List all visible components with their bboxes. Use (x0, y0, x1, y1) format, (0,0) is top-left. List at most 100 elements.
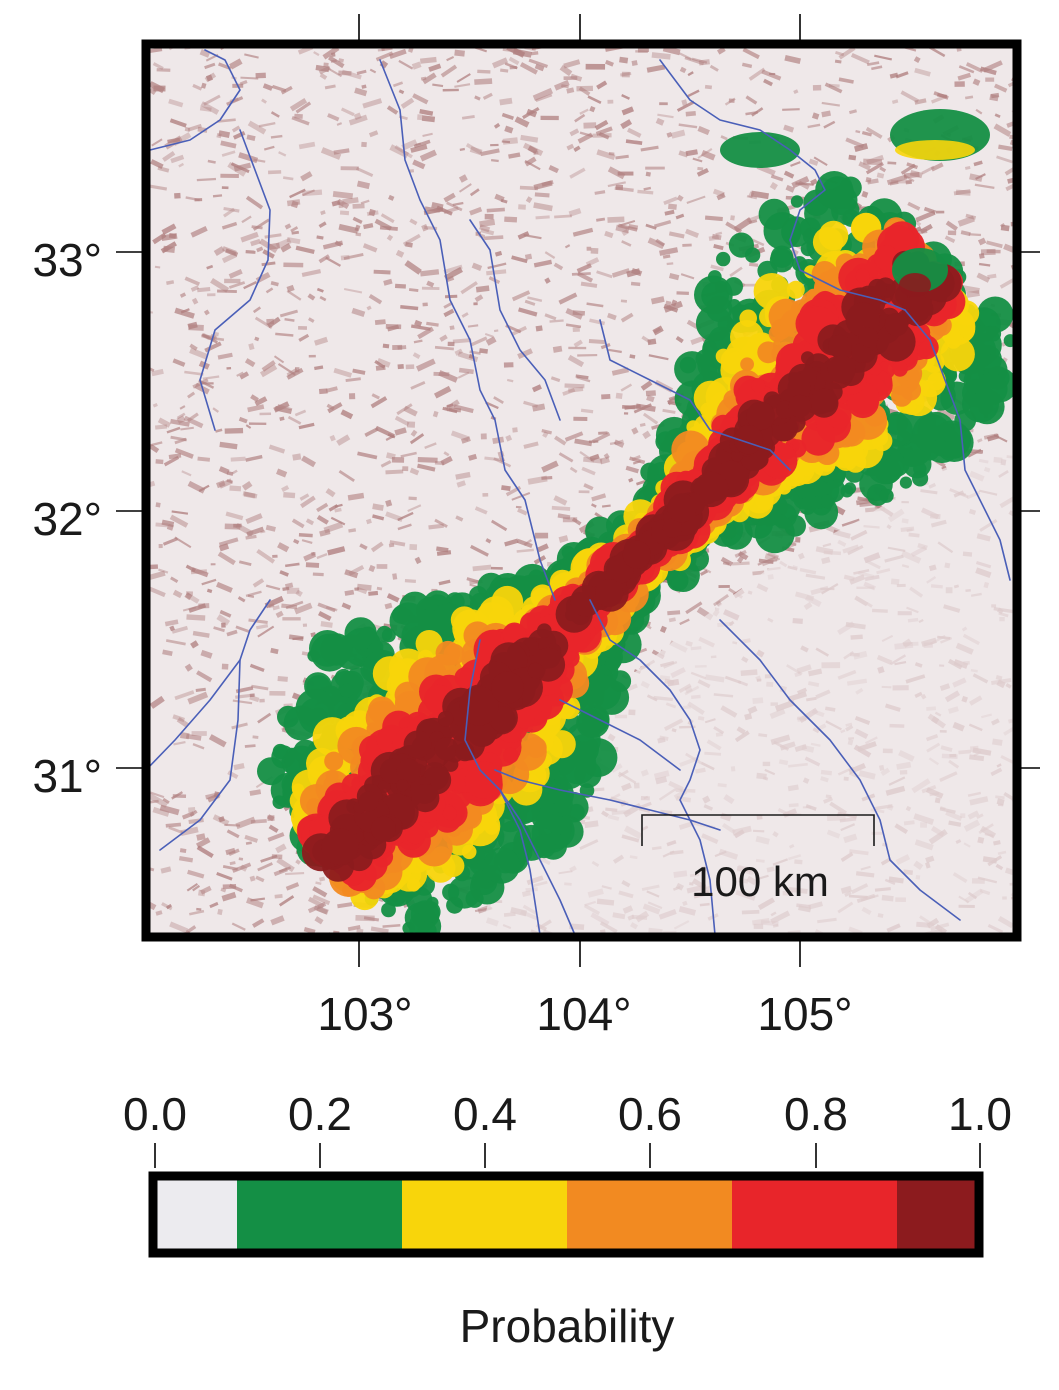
hillshade-mark (208, 734, 227, 748)
hillshade-mark (639, 422, 646, 427)
hillshade-mark (444, 294, 458, 299)
hillshade-mark (615, 154, 629, 160)
hillshade-mark (474, 506, 488, 515)
hillshade-mark (503, 362, 514, 368)
hillshade-mark (731, 561, 750, 566)
hillshade-mark (217, 551, 236, 566)
probability-cell (442, 883, 460, 901)
hillshade-mark (570, 73, 583, 82)
hillshade-mark (627, 127, 642, 138)
hillshade-mark (336, 198, 350, 209)
hillshade-mark (185, 592, 200, 604)
hillshade-mark (508, 152, 521, 159)
hillshade-mark (205, 74, 214, 82)
probability-cell (417, 608, 440, 632)
hillshade-mark (748, 67, 766, 81)
hillshade-mark (629, 456, 646, 465)
hillshade-mark (247, 404, 265, 413)
hillshade-mark (201, 578, 217, 586)
hillshade-mark (376, 564, 388, 569)
hillshade-mark (407, 47, 414, 53)
hillshade-mark (889, 72, 899, 79)
hillshade-mark (598, 132, 610, 140)
hillshade-mark (368, 564, 376, 573)
hillshade-mark (216, 614, 231, 626)
probability-cell (791, 256, 808, 272)
hillshade-mark (676, 100, 695, 112)
hillshade-mark (499, 97, 513, 106)
hillshade-mark (704, 84, 713, 90)
hillshade-mark (577, 271, 594, 283)
hillshade-mark (298, 333, 310, 342)
hillshade-mark (433, 385, 452, 399)
hillshade-mark (564, 383, 585, 389)
hillshade-mark (409, 544, 418, 551)
hillshade-mark (215, 428, 223, 433)
hillshade-mark (596, 80, 608, 90)
hillshade-mark (398, 59, 414, 70)
hillshade-mark (501, 485, 511, 492)
hillshade-mark (187, 123, 202, 132)
hillshade-mark (333, 367, 353, 378)
hillshade-mark (270, 647, 279, 655)
hillshade-mark (767, 551, 779, 560)
hillshade-mark (517, 507, 528, 516)
hillshade-mark (573, 339, 583, 348)
hillshade-mark (512, 427, 518, 433)
hillshade-mark (182, 606, 197, 612)
hillshade-mark (493, 122, 501, 129)
hillshade-mark (233, 762, 245, 771)
hillshade-mark (621, 71, 630, 78)
hillshade-mark (782, 108, 800, 111)
hillshade-mark (241, 480, 253, 491)
hillshade-mark (630, 281, 641, 287)
hillshade-mark (371, 393, 380, 400)
hillshade-mark (392, 81, 404, 88)
hillshade-mark (541, 460, 559, 473)
hillshade-mark (196, 833, 206, 841)
hillshade-mark (320, 621, 333, 628)
hillshade-mark (250, 394, 259, 402)
hillshade-mark (257, 625, 275, 638)
hillshade-mark (638, 647, 648, 654)
hillshade-mark (443, 206, 459, 215)
probability-cell (820, 494, 835, 509)
hillshade-mark (659, 247, 679, 256)
hillshade-mark (318, 611, 332, 621)
hillshade-mark (300, 171, 313, 182)
hillshade-mark (245, 250, 256, 254)
hillshade-mark (204, 62, 216, 70)
hillshade-mark (421, 286, 440, 290)
hillshade-mark (516, 538, 533, 548)
hillshade-mark (544, 277, 551, 284)
hillshade-mark (281, 485, 290, 492)
hillshade-mark (200, 649, 213, 659)
hillshade-mark (679, 618, 690, 626)
hillshade-mark (401, 139, 418, 151)
hillshade-mark (298, 422, 315, 430)
hillshade-mark (392, 573, 398, 580)
hillshade-mark (307, 896, 325, 909)
hillshade-mark (953, 189, 971, 196)
hillshade-mark (166, 426, 181, 434)
hillshade-mark (424, 442, 437, 449)
hillshade-mark (293, 538, 300, 545)
hillshade-mark (417, 457, 438, 463)
hillshade-mark (197, 456, 211, 462)
hillshade-mark (342, 197, 359, 205)
hillshade-mark (338, 70, 352, 76)
probability-cell (899, 476, 913, 489)
hillshade-mark (199, 48, 211, 58)
hillshade-mark (601, 504, 611, 508)
probability-cell (405, 886, 433, 914)
probability-cell (395, 695, 408, 708)
hillshade-mark (937, 407, 956, 421)
hillshade-mark (206, 264, 214, 270)
hillshade-mark (168, 233, 177, 239)
hillshade-mark (327, 546, 346, 556)
hillshade-mark (763, 78, 773, 87)
hillshade-mark (576, 85, 594, 92)
hillshade-mark (666, 131, 673, 138)
hillshade-mark (501, 140, 511, 144)
hillshade-mark (502, 48, 521, 53)
